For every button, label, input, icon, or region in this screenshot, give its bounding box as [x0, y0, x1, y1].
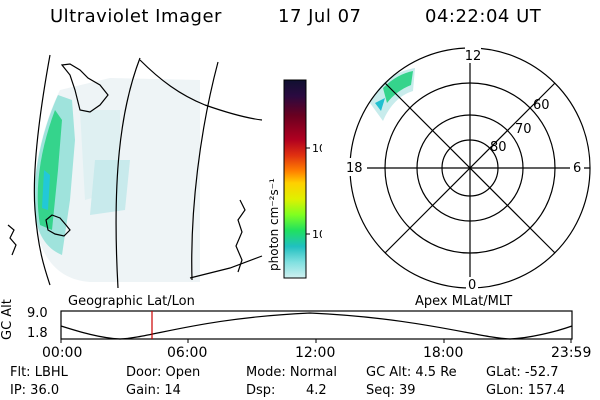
colorbar-tick-10: 10: [312, 228, 322, 241]
lat-label-70: 70: [515, 122, 532, 137]
polar-plot: 12 18 6 0 60 70 80: [341, 47, 591, 293]
geographic-label: Geographic Lat/Lon: [68, 294, 195, 309]
lat-label-60: 60: [533, 98, 550, 113]
apex-label: Apex MLat/MLT: [415, 294, 513, 309]
x-tick-0600: 06:00: [167, 345, 208, 361]
app-title: Ultraviolet Imager: [50, 6, 222, 27]
geographic-map: [7, 54, 263, 289]
grid-lines: [33, 54, 263, 289]
gc-alt-axis-label: GC Alt: [0, 299, 15, 340]
y-tick-1-8: 1.8: [27, 326, 48, 341]
seq-info: Seq: 39: [366, 383, 416, 398]
gain-info: Gain: 14: [126, 383, 181, 398]
mode-info: Mode: Normal: [246, 365, 337, 380]
mlt-label-12: 12: [465, 49, 482, 64]
coastlines: [7, 63, 246, 273]
colorbar-tick-100: 100: [312, 142, 322, 155]
polar-aurora: [370, 68, 415, 121]
date-label: 17 Jul 07: [278, 6, 362, 27]
door-info: Door: Open: [126, 365, 201, 380]
x-tick-0000: 00:00: [42, 345, 83, 361]
lat-label-80: 80: [490, 140, 507, 155]
polar-grid: [349, 47, 591, 289]
colorbar-unit-label: photon cm⁻²s⁻¹: [267, 178, 281, 271]
glon-info: GLon: 157.4: [486, 383, 566, 398]
time-label: 04:22:04 UT: [425, 6, 542, 27]
glat-info: GLat: -52.7: [486, 365, 559, 380]
x-tick-2359: 23:59: [551, 345, 592, 361]
altitude-curve: [60, 312, 573, 340]
y-tick-9: 9.0: [27, 306, 48, 321]
x-tick-1800: 18:00: [423, 345, 464, 361]
color-bar-gradient: [283, 79, 307, 279]
ip-info: IP: 36.0: [10, 383, 60, 398]
mlt-label-18: 18: [346, 161, 363, 176]
x-tick-1200: 12:00: [295, 345, 336, 361]
mlt-label-6: 6: [573, 161, 581, 176]
altitude-plot: [60, 310, 573, 343]
dsp-value: 4.2: [306, 383, 327, 398]
mlt-label-0: 0: [468, 278, 476, 293]
color-bar: 100 10 photon cm⁻²s⁻¹: [267, 79, 322, 279]
flt-info: Flt: LBHL: [10, 365, 68, 380]
gc-alt-info: GC Alt: 4.5 Re: [366, 365, 457, 380]
dsp-label: Dsp:: [246, 383, 276, 398]
